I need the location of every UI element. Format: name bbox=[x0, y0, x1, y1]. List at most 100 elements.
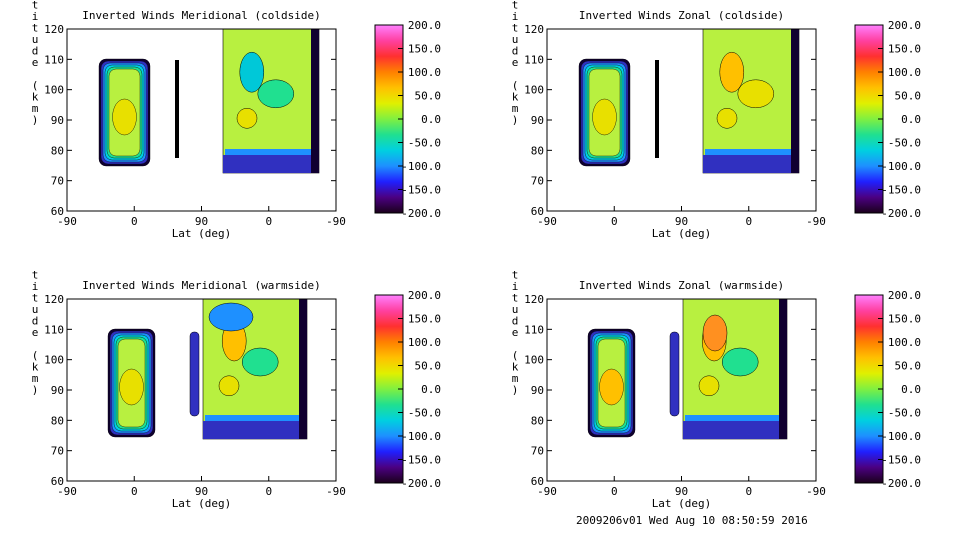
colorbar-tick-label: 100.0 bbox=[888, 66, 921, 79]
middle-strip bbox=[175, 60, 179, 158]
y-tick-label: 70 bbox=[531, 445, 544, 458]
colorbar-tick-label: -150.0 bbox=[401, 184, 441, 197]
y-tick-label: 70 bbox=[531, 175, 544, 188]
colorbar-tick-label: 150.0 bbox=[408, 313, 441, 326]
x-tick-label: 0 bbox=[745, 485, 752, 498]
right-feature-2 bbox=[698, 375, 720, 397]
x-tick-label: 90 bbox=[675, 485, 688, 498]
y-axis-label: Altitude (km) bbox=[29, 0, 42, 125]
colorbar-tick-label: 200.0 bbox=[888, 289, 921, 302]
colorbar-tick-label: 0.0 bbox=[421, 113, 441, 126]
chart-svg: 60 70 80 90 100 110 120 -90 0 90 0 -90 Lat (deg) Alti… bbox=[29, 0, 442, 240]
colorbar-tick-label: 50.0 bbox=[895, 360, 922, 373]
y-axis-label: Altitude (km) bbox=[509, 270, 522, 395]
colorbar-tick-label: -150.0 bbox=[881, 454, 921, 467]
x-tick-label: -90 bbox=[57, 215, 77, 228]
middle-strip bbox=[669, 331, 680, 417]
y-axis-label: Altitude (km) bbox=[509, 0, 522, 125]
y-tick-label: 60 bbox=[51, 475, 64, 488]
colorbar-tick-label: 50.0 bbox=[895, 90, 922, 103]
right-feature-1 bbox=[257, 79, 295, 109]
right-field-edge bbox=[311, 29, 319, 173]
colorbar-tick-label: -100.0 bbox=[401, 160, 441, 173]
right-field-base bbox=[683, 421, 787, 439]
y-tick-label: 90 bbox=[51, 384, 64, 397]
x-tick-label: 0 bbox=[745, 215, 752, 228]
colorbar-tick-label: -150.0 bbox=[401, 454, 441, 467]
y-tick-label: 70 bbox=[51, 175, 64, 188]
right-feature-1 bbox=[721, 347, 759, 377]
y-tick-label: 120 bbox=[44, 23, 64, 36]
left-core bbox=[112, 98, 137, 136]
x-tick-label: 0 bbox=[265, 485, 272, 498]
middle-strip bbox=[189, 331, 200, 417]
colorbar-tick-label: 100.0 bbox=[408, 66, 441, 79]
colorbar-tick-label: -50.0 bbox=[408, 407, 441, 420]
right-field-edge bbox=[791, 29, 799, 173]
chart-svg: 60 70 80 90 100 110 120 -90 0 90 0 -90 Lat (deg) Alti… bbox=[509, 270, 922, 510]
right-feature-0 bbox=[239, 51, 265, 93]
x-tick-label: -90 bbox=[806, 215, 826, 228]
colorbar-tick-label: 100.0 bbox=[888, 336, 921, 349]
x-tick-label: 90 bbox=[195, 485, 208, 498]
plot-group: 60 70 80 90 100 110 120 -90 0 90 0 -90 Lat (deg) Alti… bbox=[29, 0, 346, 240]
x-tick-label: -90 bbox=[537, 485, 557, 498]
y-tick-label: 80 bbox=[51, 414, 64, 427]
y-tick-label: 100 bbox=[44, 84, 64, 97]
right-field-base bbox=[203, 421, 307, 439]
right-feature-blue bbox=[208, 302, 254, 332]
chart-svg: 60 70 80 90 100 110 120 -90 0 90 0 -90 Lat (deg) Alti… bbox=[509, 0, 922, 240]
x-tick-label: 90 bbox=[195, 215, 208, 228]
x-tick-label: -90 bbox=[537, 215, 557, 228]
colorbar-tick-label: -200.0 bbox=[881, 207, 921, 220]
colorbar-tick-label: 150.0 bbox=[888, 43, 921, 56]
y-tick-label: 110 bbox=[44, 53, 64, 66]
x-tick-label: 0 bbox=[611, 485, 618, 498]
right-field-base bbox=[703, 155, 799, 173]
y-tick-label: 80 bbox=[531, 144, 544, 157]
middle-strip bbox=[655, 60, 659, 158]
y-tick-label: 110 bbox=[44, 323, 64, 336]
y-tick-label: 110 bbox=[524, 53, 544, 66]
right-feature-orange bbox=[702, 314, 728, 352]
y-tick-label: 120 bbox=[524, 293, 544, 306]
right-feature-0 bbox=[719, 51, 745, 93]
colorbar-tick-label: -50.0 bbox=[888, 407, 921, 420]
colorbar-tick-label: -200.0 bbox=[881, 477, 921, 490]
x-tick-label: 90 bbox=[675, 215, 688, 228]
colorbar-tick-label: 50.0 bbox=[415, 360, 442, 373]
colorbar-tick-label: 200.0 bbox=[888, 19, 921, 32]
x-tick-label: 0 bbox=[131, 485, 138, 498]
y-tick-label: 70 bbox=[51, 445, 64, 458]
x-tick-label: -90 bbox=[326, 485, 346, 498]
y-tick-label: 100 bbox=[524, 354, 544, 367]
colorbar-tick-label: -100.0 bbox=[401, 430, 441, 443]
right-field-edge bbox=[299, 299, 307, 439]
x-tick-label: -90 bbox=[326, 215, 346, 228]
colorbar-tick-label: 200.0 bbox=[408, 289, 441, 302]
colorbar-tick-label: -50.0 bbox=[408, 137, 441, 150]
y-tick-label: 60 bbox=[531, 205, 544, 218]
y-tick-label: 90 bbox=[51, 114, 64, 127]
y-tick-label: 60 bbox=[51, 205, 64, 218]
right-field-band bbox=[685, 415, 785, 421]
chart-panel-meridional-warmside: 60 70 80 90 100 110 120 -90 0 90 0 -90 Lat (deg) Alti… bbox=[0, 270, 480, 540]
colorbar-tick-label: -50.0 bbox=[888, 137, 921, 150]
chart-panel-zonal-warmside: 60 70 80 90 100 110 120 -90 0 90 0 -90 Lat (deg) Alti… bbox=[480, 270, 960, 540]
right-field-band bbox=[705, 149, 797, 155]
colorbar-tick-label: 200.0 bbox=[408, 19, 441, 32]
x-tick-label: 0 bbox=[611, 215, 618, 228]
x-tick-label: 0 bbox=[131, 215, 138, 228]
x-axis-label: Lat (deg) bbox=[652, 497, 712, 510]
left-core bbox=[592, 98, 617, 136]
chart-title: Inverted Winds Meridional (coldside) bbox=[82, 9, 320, 22]
chart-title: Inverted Winds Meridional (warmside) bbox=[82, 279, 320, 292]
right-field-edge bbox=[779, 299, 787, 439]
colorbar-tick-label: 0.0 bbox=[901, 113, 921, 126]
y-tick-label: 100 bbox=[524, 84, 544, 97]
chart-panel-zonal-coldside: 60 70 80 90 100 110 120 -90 0 90 0 -90 Lat (deg) Alti… bbox=[480, 0, 960, 270]
colorbar-tick-label: -100.0 bbox=[881, 430, 921, 443]
y-tick-label: 100 bbox=[44, 354, 64, 367]
right-feature-1 bbox=[737, 79, 775, 109]
y-tick-label: 90 bbox=[531, 114, 544, 127]
